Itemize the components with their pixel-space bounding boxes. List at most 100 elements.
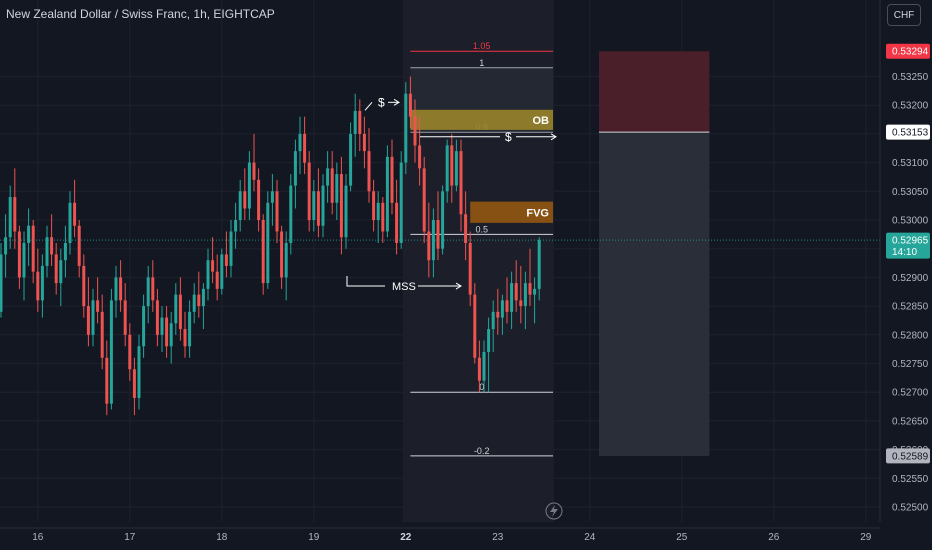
candle-body (353, 110, 357, 134)
price-tick-label: 0.52800 (892, 330, 929, 341)
candle (142, 294, 146, 358)
candle-body (441, 191, 445, 249)
candle (395, 179, 399, 255)
candle (165, 306, 169, 358)
candle-body (183, 329, 187, 347)
candle (321, 174, 325, 238)
candle-body (169, 323, 173, 347)
zone-ob (410, 109, 553, 130)
candle (312, 179, 316, 232)
candle-body (27, 225, 31, 243)
candle (454, 139, 458, 192)
price-label-bg (886, 124, 930, 140)
candle (73, 179, 77, 238)
candle (224, 231, 228, 278)
candle-body (211, 260, 215, 272)
price-label-white: 0.53153 (886, 124, 930, 140)
candle (422, 156, 426, 243)
candle (413, 99, 417, 163)
time-tick-label: 25 (676, 532, 688, 543)
candle (27, 208, 31, 266)
price-tick-label: 0.52550 (892, 474, 929, 485)
candle (0, 242, 3, 318)
candle (169, 311, 173, 364)
candle-body (335, 174, 339, 203)
currency-button[interactable]: CHF (887, 4, 921, 26)
candle-body (73, 202, 77, 226)
candle (13, 168, 17, 249)
zone-label-fvg: FVG (526, 207, 549, 219)
candle-body (487, 329, 491, 353)
candle (284, 231, 288, 301)
candle (68, 191, 72, 255)
time-axis: 16 17 18 19 22 23 24 25 26 29 (32, 532, 872, 543)
candle (367, 128, 371, 203)
liquidity-pointer (364, 102, 373, 111)
price-tick-label: 0.53100 (892, 158, 929, 169)
price-label-text: 0.52589 (892, 451, 929, 462)
price-label-text: 0.53294 (892, 47, 929, 58)
arrow-head (550, 133, 557, 141)
candle-body (261, 220, 265, 284)
candle-body (155, 300, 159, 335)
mss-label: MSS (392, 281, 416, 293)
candle (491, 300, 495, 353)
candle (514, 260, 518, 312)
time-tick-label: 26 (768, 532, 780, 543)
candle-body (243, 191, 247, 209)
time-tick-label: 29 (860, 532, 872, 543)
candle (40, 254, 44, 318)
candle (349, 122, 353, 192)
candle-body (238, 191, 242, 220)
candle (303, 116, 307, 175)
candle (215, 254, 219, 301)
candle-body (284, 242, 288, 278)
candle (183, 311, 187, 358)
candle-body (270, 191, 274, 203)
candle-body (289, 185, 293, 243)
candle (155, 288, 159, 347)
candle-body (404, 93, 408, 163)
candle-body (8, 197, 12, 238)
price-tick-label: 0.52850 (892, 302, 929, 313)
candle (178, 277, 182, 341)
candle (473, 283, 477, 364)
candle-body (105, 357, 109, 404)
candle-body (100, 311, 104, 358)
take-profit-zone (599, 132, 710, 456)
candle (464, 191, 468, 261)
candle (275, 179, 279, 243)
candle-body (454, 151, 458, 186)
candle-body (275, 191, 279, 232)
candle-body (293, 151, 297, 186)
candle-body (128, 334, 132, 370)
candle (298, 116, 302, 175)
candle-body (188, 311, 192, 347)
time-tick-label: 19 (308, 532, 320, 543)
candle-body (13, 197, 17, 232)
candle (477, 340, 481, 393)
candle-body (192, 294, 196, 312)
stop-loss-zone (599, 51, 710, 133)
candle (252, 133, 256, 192)
candle (441, 185, 445, 255)
candle-body (431, 220, 435, 261)
candle (201, 283, 205, 330)
candle (31, 220, 35, 284)
price-label-red: 0.53294 (886, 43, 930, 59)
candle (362, 116, 366, 169)
candle (326, 151, 330, 203)
candle-body (45, 237, 49, 266)
lightning-icon (545, 502, 563, 520)
arrow-head (393, 98, 400, 106)
candle-body (229, 231, 233, 266)
candle (339, 156, 343, 255)
candle (381, 197, 385, 243)
candle-body (298, 133, 302, 152)
candle (436, 191, 440, 261)
time-tick-label: 23 (492, 532, 504, 543)
candle-body (523, 283, 527, 307)
price-tick-label: 0.52900 (892, 273, 929, 284)
candle-body (362, 133, 366, 152)
